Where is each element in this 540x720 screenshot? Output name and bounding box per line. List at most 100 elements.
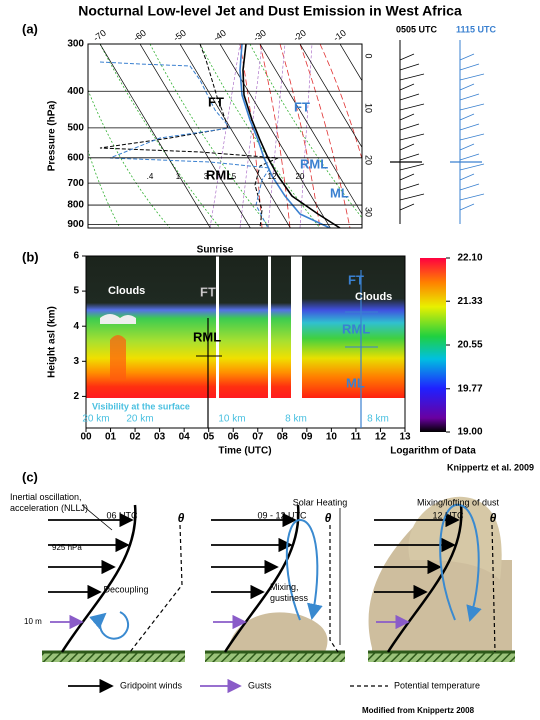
wind-barb — [459, 53, 475, 61]
credit: Knippertz et al. 2009 — [447, 462, 534, 472]
temperature-tick-label: -70 — [91, 28, 107, 44]
mixing-ratio-label: 12 — [268, 172, 277, 181]
temperature-tick-label: -60 — [131, 28, 147, 44]
figure-title: Nocturnal Low-level Jet and Dust Emissio… — [78, 3, 462, 19]
colorbar-tick-label: 19.00 — [457, 427, 482, 438]
wind-barb — [399, 113, 415, 121]
mixing-ratio-label: .4 — [147, 172, 154, 181]
y-axis-label: Height asl (km) — [47, 306, 58, 378]
wind-time: 1115 UTC — [456, 24, 497, 34]
visibility-title: Visibility at the surface — [92, 401, 190, 411]
legend-label: Gridpoint winds — [120, 680, 183, 690]
panel-label: (a) — [22, 21, 38, 36]
visibility-label: 10 km — [218, 414, 245, 425]
theta-label: θ — [325, 511, 332, 525]
wind-barb — [459, 203, 475, 211]
footer: Modified from Knippertz 2008 — [362, 706, 475, 715]
profiles — [99, 44, 341, 228]
wind-barb — [459, 123, 480, 131]
annotation: FT — [200, 284, 216, 299]
x-tick-label: 12 — [375, 432, 387, 443]
x-tick-label: 08 — [277, 432, 289, 443]
annotation: Clouds — [108, 285, 145, 297]
level-label: 925 hPa — [52, 543, 82, 552]
mixing-ratio-label: 3 — [204, 172, 209, 181]
level-label: 10 m — [24, 617, 42, 626]
wind-barb — [399, 193, 425, 201]
theta-label: θ — [490, 511, 497, 525]
wind-barb — [399, 203, 415, 211]
wind-barb — [399, 143, 415, 151]
annotation: FT — [294, 99, 310, 114]
colorbar-label: Logarithm of Data — [390, 446, 476, 457]
isotherm — [179, 44, 291, 228]
time-label: 06 UTC — [106, 510, 138, 520]
isotherm — [139, 44, 251, 228]
wind-barb — [399, 133, 425, 141]
visibility-label: 8 km — [367, 414, 389, 425]
annotation: RML — [342, 321, 370, 336]
annotation: Clouds — [355, 291, 392, 303]
wind-time: 0505 UTC — [396, 24, 438, 34]
wind-barb — [459, 163, 485, 171]
y-tick-label: 700 — [67, 178, 84, 189]
wind-barb — [399, 93, 420, 101]
legend-label: Gusts — [248, 680, 272, 690]
right-tick-label: 10 — [364, 103, 374, 113]
x-axis-label: Time (UTC) — [218, 446, 271, 457]
annotation: Decoupling — [103, 584, 148, 594]
visibility-labels: 20 km 20 km 10 km 8 km 8 km — [82, 414, 388, 425]
annotation: Mixing/lofting of dust — [417, 497, 500, 507]
mixing-ratio-label: 20 — [296, 172, 305, 181]
y-tick-label: 800 — [67, 200, 84, 211]
mixing-ratio-label: 1 — [176, 172, 181, 181]
temperature-tick-label: -40 — [211, 28, 227, 44]
wind-barb — [459, 83, 475, 91]
annotation: RML — [206, 167, 234, 182]
right-tick-label: 30 — [364, 207, 374, 217]
annotation: Inertial oscillation, acceleration (NLLJ… — [10, 492, 89, 513]
right-tick-label: 0 — [364, 53, 374, 58]
isotherm — [259, 44, 362, 215]
y-axis-label: Pressure (hPa) — [47, 101, 58, 172]
wind-barb — [399, 83, 415, 91]
wind-barb — [459, 103, 485, 111]
wind-barb — [459, 173, 475, 181]
panel-label: (c) — [22, 469, 38, 484]
wind-barb — [399, 183, 420, 191]
visibility-label: 20 km — [126, 414, 153, 425]
sunrise-label: Sunrise — [197, 245, 234, 256]
right-tick-label: 20 — [364, 155, 374, 165]
x-tick-label: 00 — [80, 432, 92, 443]
wind-barb — [459, 73, 485, 81]
x-tick-label: 07 — [252, 432, 264, 443]
cloud-echo — [100, 314, 136, 324]
wind-barb — [399, 73, 425, 81]
temperature-tick-label: -50 — [171, 28, 187, 44]
isotherm — [299, 44, 362, 149]
annotation: ML — [346, 375, 365, 390]
wind-barbs — [390, 40, 485, 224]
x-tick-label: 11 — [351, 432, 362, 443]
panel-label: (b) — [22, 249, 39, 264]
wind-barb — [459, 93, 480, 101]
y-tick-label: 600 — [67, 152, 84, 163]
wind-barb — [399, 53, 415, 61]
dust-echo — [110, 335, 126, 380]
colorbar-tick-label: 19.77 — [457, 383, 482, 394]
isotherm — [219, 44, 331, 228]
x-tick-label: 10 — [326, 432, 338, 443]
wind-barb — [459, 183, 480, 191]
y-tick-label: 6 — [73, 251, 79, 262]
annotation: RML — [300, 156, 328, 171]
time-label: 12 UTC — [432, 510, 464, 520]
x-tick-label: 06 — [228, 432, 240, 443]
wind-barb — [399, 173, 415, 181]
x-tick-label: 03 — [154, 432, 166, 443]
temperature-tick-label: -30 — [251, 28, 267, 44]
y-tick-label: 500 — [67, 123, 84, 134]
colorbar-tick-label: 20.55 — [457, 340, 482, 351]
x-tick-label: 02 — [130, 432, 142, 443]
y-tick-label: 400 — [67, 86, 84, 97]
wind-barb — [459, 193, 485, 201]
